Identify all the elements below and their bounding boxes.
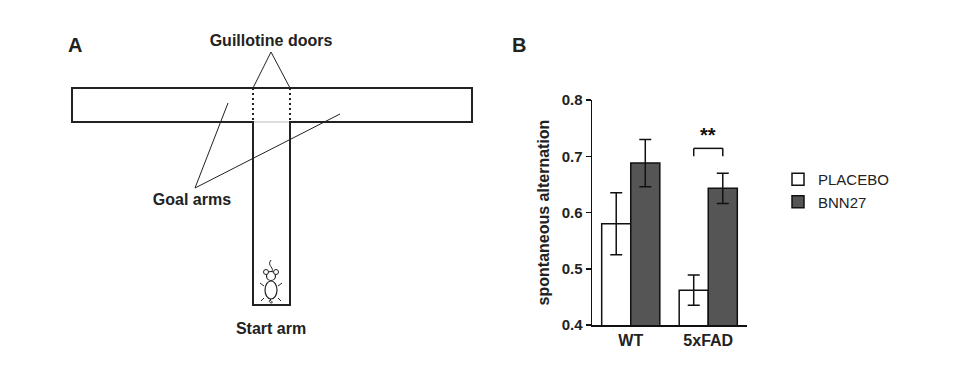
svg-text:A: A xyxy=(68,34,82,56)
svg-text:0.6: 0.6 xyxy=(562,204,583,221)
svg-text:0.5: 0.5 xyxy=(562,260,583,277)
svg-text:BNN27: BNN27 xyxy=(818,194,866,211)
svg-text:Guillotine doors: Guillotine doors xyxy=(210,32,333,49)
svg-text:0.4: 0.4 xyxy=(562,316,584,333)
svg-text:5xFAD: 5xFAD xyxy=(683,332,733,349)
svg-text:0.8: 0.8 xyxy=(562,91,583,108)
svg-text:WT: WT xyxy=(618,332,643,349)
svg-text:Start arm: Start arm xyxy=(236,320,306,337)
svg-text:PLACEBO: PLACEBO xyxy=(818,171,889,188)
svg-text:Goal arms: Goal arms xyxy=(153,191,231,208)
svg-text:**: ** xyxy=(700,124,716,146)
svg-text:spontaneous alternation: spontaneous alternation xyxy=(535,120,552,306)
svg-text:B: B xyxy=(512,34,526,56)
svg-text:0.7: 0.7 xyxy=(562,148,583,165)
